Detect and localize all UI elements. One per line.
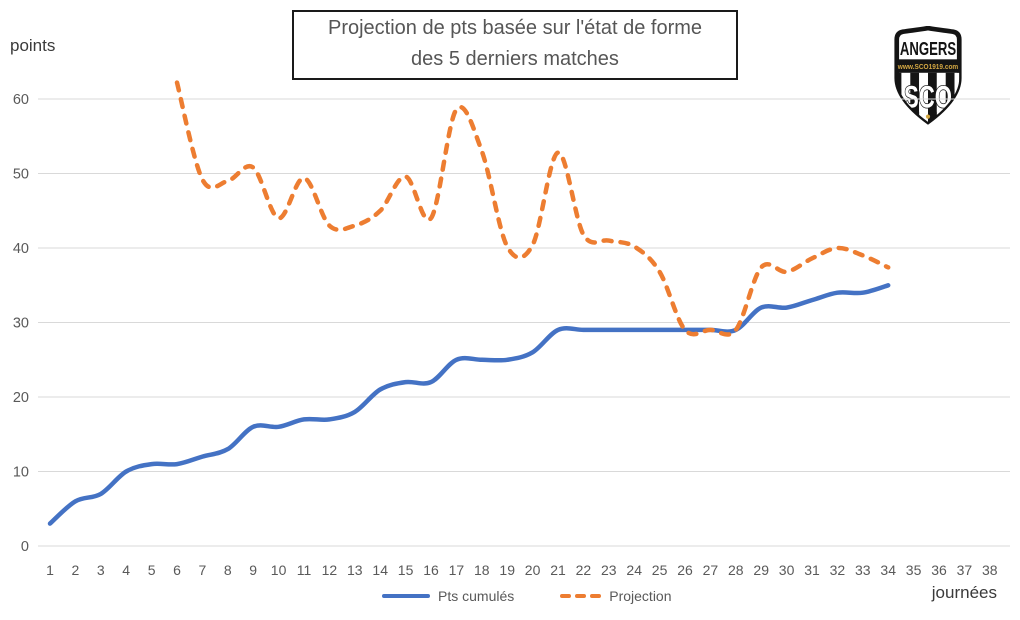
chart-title: Projection de pts basée sur l'état de fo…	[292, 10, 738, 80]
x-tick-label-13: 13	[347, 562, 363, 578]
y-tick-label-10: 10	[13, 465, 29, 481]
x-tick-label-5: 5	[148, 562, 156, 578]
x-tick-label-10: 10	[271, 562, 287, 578]
x-tick-label-24: 24	[626, 562, 642, 578]
x-tick-label-11: 11	[297, 562, 312, 578]
x-tick-label-14: 14	[372, 562, 388, 578]
legend-line-sample-dashed	[560, 593, 602, 599]
x-tick-label-21: 21	[550, 562, 566, 578]
legend-item-projection: Projection	[560, 588, 672, 604]
x-tick-label-34: 34	[880, 562, 896, 578]
x-tick-label-30: 30	[779, 562, 795, 578]
x-tick-label-18: 18	[474, 562, 490, 578]
x-tick-label-16: 16	[423, 562, 439, 578]
legend-line-sample-solid	[382, 593, 430, 599]
x-tick-label-8: 8	[224, 562, 232, 578]
chart-title-line2: des 5 derniers matches	[411, 48, 619, 70]
series-line-pts-cumules	[47, 283, 891, 526]
x-tick-label-28: 28	[728, 562, 744, 578]
x-tick-label-37: 37	[957, 562, 973, 578]
x-tick-label-38: 38	[982, 562, 998, 578]
x-tick-label-32: 32	[830, 562, 846, 578]
x-tick-label-20: 20	[525, 562, 541, 578]
x-tick-label-1: 1	[46, 562, 54, 578]
logo-banner-band	[896, 59, 960, 73]
x-tick-label-33: 33	[855, 562, 871, 578]
x-tick-label-23: 23	[601, 562, 617, 578]
x-tick-label-9: 9	[249, 562, 257, 578]
y-tick-label-60: 60	[13, 92, 29, 108]
x-tick-label-22: 22	[576, 562, 592, 578]
chart-title-line1: Projection de pts basée sur l'état de fo…	[327, 17, 703, 39]
x-tick-label-3: 3	[97, 562, 105, 578]
y-tick-label-20: 20	[13, 390, 29, 406]
y-tick-label-40: 40	[13, 241, 29, 257]
x-tick-label-26: 26	[677, 562, 693, 578]
x-tick-label-2: 2	[72, 562, 80, 578]
x-axis-title: journées	[931, 583, 997, 602]
x-tick-label-6: 6	[173, 562, 181, 578]
logo-gold-detail	[925, 114, 931, 119]
legend-label-pts-cumules: Pts cumulés	[438, 588, 515, 604]
y-tick-label-50: 50	[13, 167, 29, 183]
x-tick-label-15: 15	[398, 562, 414, 578]
x-tick-label-12: 12	[322, 562, 338, 578]
angers-sco-logo: ANGERS www.SCO1919.com SCO	[894, 26, 962, 125]
y-axis-title: points	[10, 36, 56, 55]
x-tick-label-4: 4	[122, 562, 130, 578]
logo-banner-text: www.SCO1919.com	[897, 62, 959, 71]
x-tick-label-25: 25	[652, 562, 668, 578]
x-tick-label-7: 7	[199, 562, 207, 578]
y-tick-label-0: 0	[21, 539, 29, 555]
x-tick-label-27: 27	[703, 562, 719, 578]
legend-label-projection: Projection	[609, 588, 672, 604]
series-line-projection	[174, 80, 891, 337]
logo-club-name: ANGERS	[900, 38, 956, 59]
chart-legend: Pts cumulés Projection	[382, 588, 672, 604]
legend-item-pts-cumules: Pts cumulés	[382, 588, 514, 604]
x-tick-label-19: 19	[499, 562, 515, 578]
x-tick-label-31: 31	[804, 562, 820, 578]
x-tick-label-36: 36	[931, 562, 947, 578]
x-tick-label-29: 29	[753, 562, 769, 578]
x-tick-label-35: 35	[906, 562, 922, 578]
x-tick-label-17: 17	[449, 562, 465, 578]
y-tick-label-30: 30	[13, 316, 29, 332]
